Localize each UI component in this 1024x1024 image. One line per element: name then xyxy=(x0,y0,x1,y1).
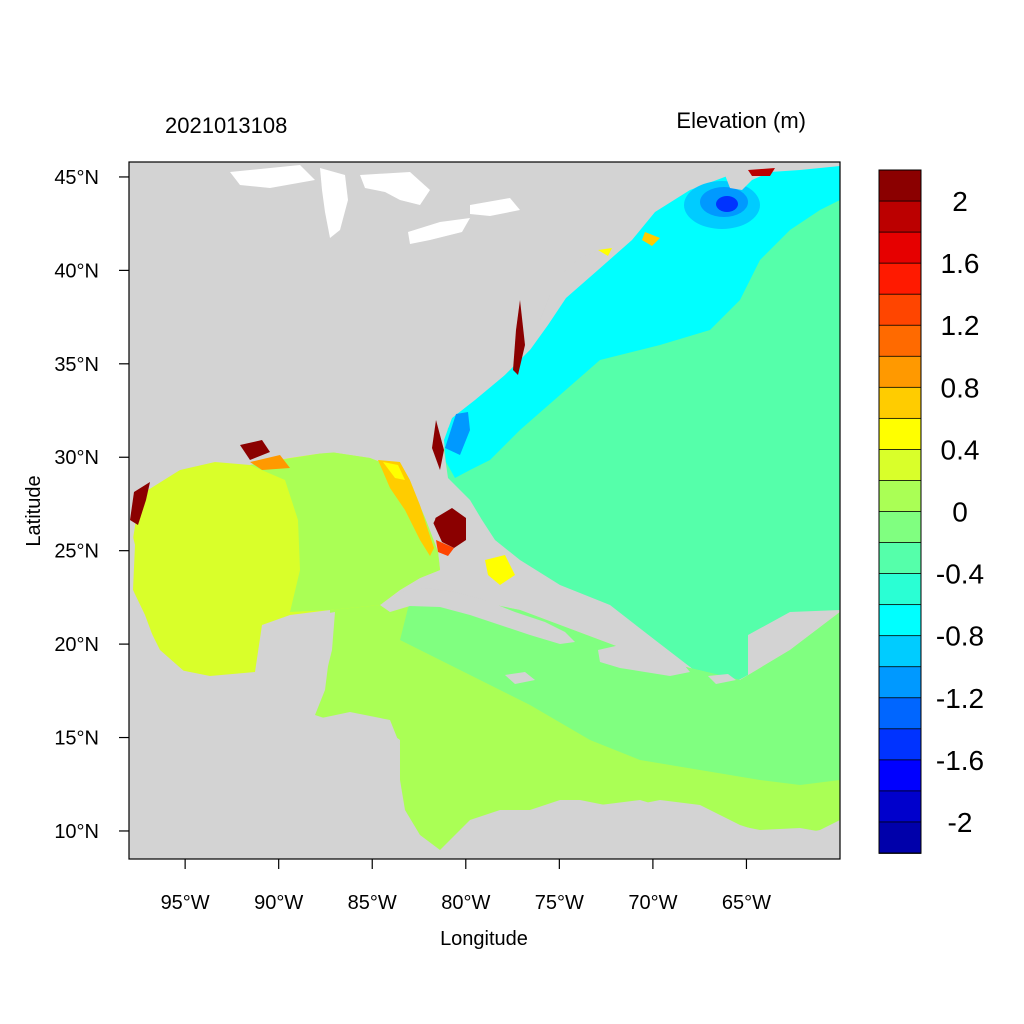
y-tick-label: 35°N xyxy=(54,354,99,376)
texas-coast-extreme xyxy=(130,482,150,525)
nova-scotia-landmass xyxy=(720,162,840,190)
x-tick-label: 75°W xyxy=(535,892,584,914)
lake-huron xyxy=(360,172,430,205)
louisiana-coast-extreme xyxy=(240,440,270,460)
colorbar-swatch xyxy=(878,697,922,730)
colorbar-swatch xyxy=(878,169,922,202)
colorbar-label: 1.2 xyxy=(941,310,980,341)
lake-erie xyxy=(408,218,470,244)
florida-west-shelf-high xyxy=(378,460,434,556)
y-tick-label: 30°N xyxy=(54,447,99,469)
colorbar-swatch xyxy=(878,324,922,358)
colorbar-swatch xyxy=(878,728,922,761)
colorbar-frame xyxy=(878,169,922,854)
x-tick-label: 65°W xyxy=(722,892,771,914)
florida-keys-high xyxy=(436,540,454,556)
georgia-coast-low xyxy=(445,412,470,455)
colorbar-swatch xyxy=(878,790,922,823)
colorbar-swatch xyxy=(878,480,922,513)
y-tick-label: 20°N xyxy=(54,634,99,656)
colorbar-swatch xyxy=(878,293,922,327)
lake-ontario xyxy=(470,198,520,216)
colorbar-label: -0.8 xyxy=(936,621,984,652)
cuba-landmass xyxy=(380,588,575,644)
colorbar-swatch xyxy=(878,511,922,544)
x-axis-label: Longitude xyxy=(440,928,528,950)
colorbar-swatch xyxy=(878,635,922,668)
y-axis-label: Latitude xyxy=(23,475,45,546)
colorbar-label: -1.6 xyxy=(936,745,984,776)
colorbar-swatch xyxy=(878,355,922,389)
variable-title: Elevation (m) xyxy=(676,108,806,133)
colorbar-swatch xyxy=(878,262,922,296)
cape-cod-high xyxy=(642,232,660,246)
puerto-rico-landmass xyxy=(708,674,736,684)
x-tick-label: 80°W xyxy=(441,892,490,914)
colorbar-label: 0 xyxy=(952,497,968,528)
north-america-landmass xyxy=(129,162,720,530)
colorbar-swatch xyxy=(878,821,922,854)
timestamp-title: 2021013108 xyxy=(165,113,287,138)
y-tick-label: 25°N xyxy=(54,541,99,563)
colorbar-swatch xyxy=(878,200,922,233)
gulf-east-band xyxy=(250,452,440,612)
colorbar-label: 2 xyxy=(952,186,968,217)
mid-atlantic-coast-extreme xyxy=(513,300,525,375)
colorbar-label: 0.4 xyxy=(941,434,980,465)
x-tick-label: 70°W xyxy=(628,892,677,914)
apalachee-high xyxy=(383,462,405,480)
map-panel xyxy=(129,162,840,859)
atlantic-negative-anomaly-region xyxy=(444,162,840,478)
hispaniola-landmass xyxy=(598,645,690,676)
long-island-high xyxy=(598,248,612,256)
south-america-landmass xyxy=(460,800,840,858)
south-florida-extreme xyxy=(432,508,466,548)
y-tick-label: 15°N xyxy=(54,728,99,750)
y-tick-label: 10°N xyxy=(54,821,99,843)
colorbar-swatch xyxy=(878,449,922,482)
plot-frame xyxy=(128,161,841,860)
louisiana-shelf-high xyxy=(250,455,290,470)
colorbar-label: -1.2 xyxy=(936,683,984,714)
colorbar-swatch xyxy=(878,666,922,699)
jamaica-landmass xyxy=(505,672,535,684)
colorbar-swatch xyxy=(878,231,922,265)
colorbar-swatch xyxy=(878,386,922,420)
southeast-coast-extreme xyxy=(432,420,444,470)
colorbar-label: -0.4 xyxy=(936,559,984,590)
nova-scotia-coast-extreme xyxy=(748,168,775,176)
y-tick-label: 45°N xyxy=(54,167,99,189)
colorbar xyxy=(878,169,922,854)
bahamas-bank-high xyxy=(485,555,515,585)
colorbar-swatch xyxy=(878,604,922,637)
central-america-landmass xyxy=(129,520,440,858)
x-tick-label: 95°W xyxy=(161,892,210,914)
x-tick-label: 85°W xyxy=(348,892,397,914)
colorbar-label: 1.6 xyxy=(941,248,980,279)
y-tick-label: 40°N xyxy=(54,260,99,282)
lake-michigan xyxy=(320,168,348,238)
caribbean-neutral-band xyxy=(400,600,840,785)
colorbar-swatch xyxy=(878,542,922,575)
colorbar-swatch xyxy=(878,759,922,792)
colorbar-label: 0.8 xyxy=(941,372,980,403)
gulf-of-maine-min xyxy=(716,196,738,212)
x-axis-ticks: 95°W 90°W 85°W 80°W 75°W 70°W 65°W xyxy=(161,859,771,914)
colorbar-labels: 2 1.6 1.2 0.8 0.4 0 -0.4 -0.8 -1.2 -1.6 -2 xyxy=(936,186,984,838)
lake-superior xyxy=(230,165,315,188)
x-tick-label: 90°W xyxy=(254,892,303,914)
colorbar-swatch xyxy=(878,417,922,451)
colorbar-swatch xyxy=(878,573,922,606)
colorbar-label: -2 xyxy=(948,807,973,838)
y-axis-ticks: 45°N 40°N 35°N 30°N 25°N 20°N 15°N 10°N xyxy=(54,167,129,843)
